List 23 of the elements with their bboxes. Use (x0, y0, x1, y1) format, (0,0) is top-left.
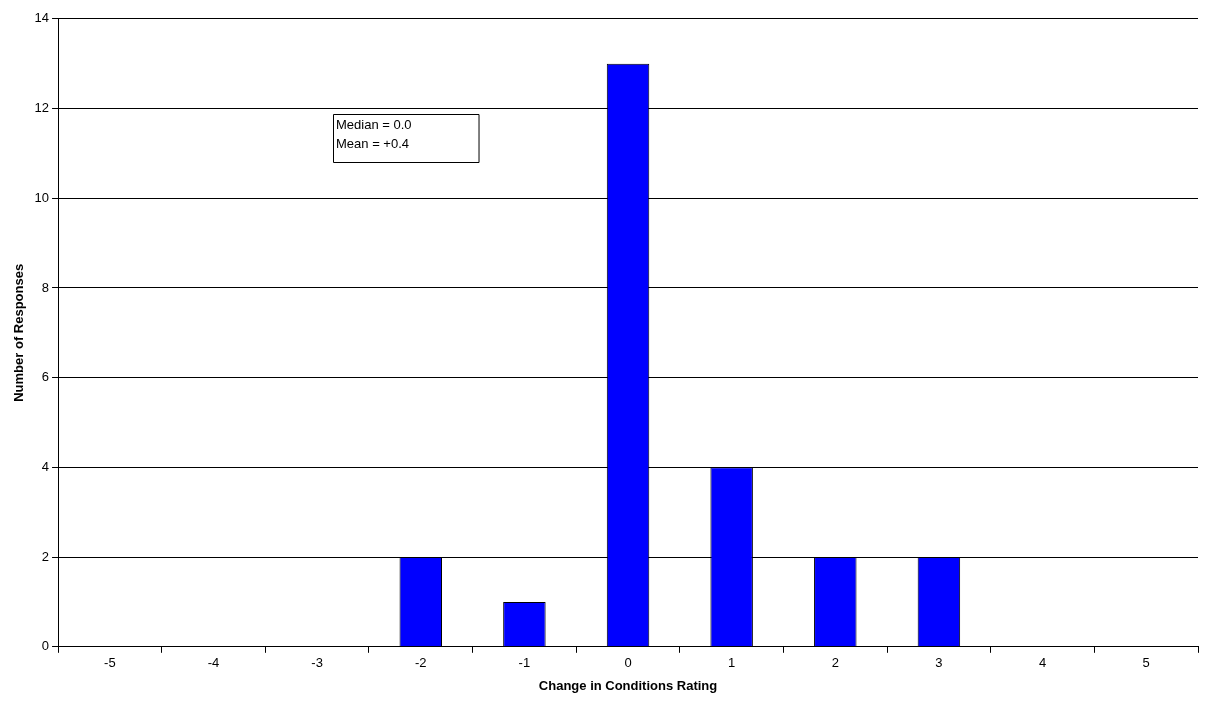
y-tick-label: 2 (41, 548, 50, 564)
x-tick-label: 1 (728, 655, 736, 671)
annotation: Median = 0.0 (336, 117, 412, 133)
y-tick-label: 10 (34, 189, 50, 205)
x-axis-title: Change in Conditions Rating (538, 677, 718, 693)
x-tick-label: 3 (935, 655, 943, 671)
x-tick-label: -1 (518, 655, 531, 671)
y-tick-label: 4 (41, 458, 50, 474)
y-tick-label: 14 (34, 10, 50, 26)
x-tick-label: -2 (414, 655, 427, 671)
x-tick-label: 5 (1142, 655, 1150, 671)
y-tick-label: 6 (41, 369, 50, 385)
x-tick-label: 0 (624, 655, 632, 671)
y-tick-label: 8 (41, 279, 50, 295)
annotation: Mean = +0.4 (336, 136, 409, 152)
y-axis-title: Number of Responses (11, 263, 27, 402)
y-tick-label: 0 (41, 638, 50, 654)
x-tick-label: -3 (311, 655, 323, 671)
x-tick-label: 4 (1038, 655, 1047, 671)
x-tick-label: -5 (104, 655, 116, 671)
x-tick-label: 2 (831, 655, 839, 671)
x-tick-label: -4 (207, 655, 220, 671)
y-tick-label: 12 (34, 100, 50, 116)
